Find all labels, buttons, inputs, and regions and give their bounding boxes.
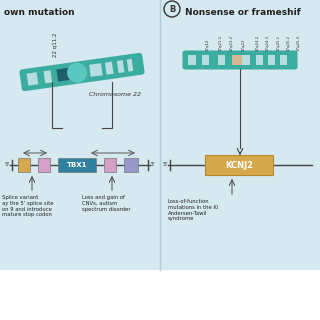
Text: 5': 5'	[4, 163, 10, 167]
Bar	[89, 63, 103, 77]
Bar	[232, 55, 242, 65]
Ellipse shape	[67, 63, 87, 83]
Bar	[218, 55, 225, 65]
Text: B: B	[169, 4, 175, 13]
Bar	[280, 55, 287, 65]
Bar	[0, 270, 320, 320]
Bar	[205, 155, 273, 175]
Text: 17q21.2: 17q21.2	[230, 35, 234, 51]
Bar	[38, 158, 50, 172]
Bar	[124, 158, 138, 172]
Bar	[104, 158, 116, 172]
Text: 17q25.3: 17q25.3	[297, 35, 301, 51]
Bar	[256, 55, 263, 65]
Text: Loss-of-function
mutations in the Ki
Andersen-Tawil
syndrome: Loss-of-function mutations in the Ki And…	[168, 199, 218, 221]
Text: 17q24.2: 17q24.2	[256, 35, 260, 51]
Text: 17q22: 17q22	[242, 38, 246, 51]
Bar	[44, 70, 52, 83]
Text: 3': 3'	[150, 163, 156, 167]
Bar	[56, 68, 70, 82]
Bar	[127, 59, 133, 72]
Bar	[18, 158, 30, 172]
Text: Chromosome 22: Chromosome 22	[89, 92, 141, 97]
Bar	[242, 55, 250, 65]
Text: Loss and gain of
CNVs, autism
spectrum disorder: Loss and gain of CNVs, autism spectrum d…	[82, 195, 131, 212]
Bar	[117, 60, 124, 73]
Text: own mutation: own mutation	[4, 8, 75, 17]
Text: Nonsense or frameshif: Nonsense or frameshif	[185, 8, 301, 17]
Bar	[268, 55, 275, 65]
Text: 17q25.1: 17q25.1	[277, 35, 281, 51]
Bar	[27, 72, 38, 86]
Text: 5': 5'	[162, 163, 168, 167]
Bar	[188, 55, 196, 65]
Text: 17q24.3: 17q24.3	[266, 35, 270, 51]
FancyBboxPatch shape	[182, 51, 298, 69]
Text: Splice variant
ay the 5’ splice site
on 9 and introduce
mature stop codon: Splice variant ay the 5’ splice site on …	[2, 195, 53, 217]
Bar	[202, 55, 209, 65]
Text: 17q12: 17q12	[206, 38, 210, 51]
Bar	[58, 158, 96, 172]
Text: 22 q11.2: 22 q11.2	[52, 33, 58, 57]
Text: 17q21.1: 17q21.1	[219, 35, 223, 51]
Bar	[105, 62, 114, 75]
FancyBboxPatch shape	[20, 53, 145, 91]
Text: KCNJ2: KCNJ2	[225, 161, 253, 170]
Text: 17q25.2: 17q25.2	[287, 35, 291, 51]
Text: TBX1: TBX1	[67, 162, 87, 168]
